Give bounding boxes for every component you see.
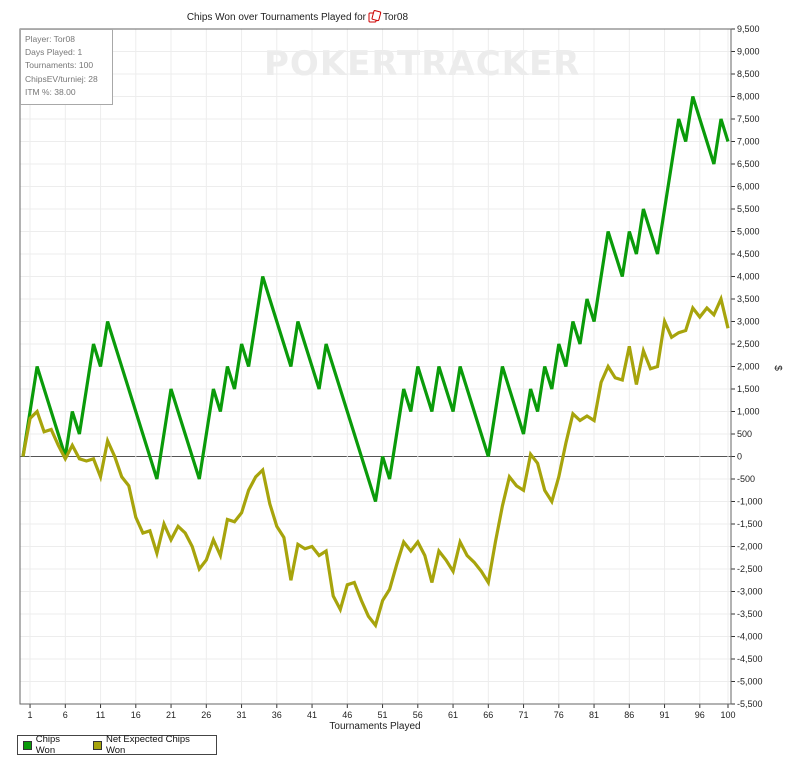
x-tick-label: 61	[448, 710, 458, 720]
y-tick-label: 9,000	[737, 47, 760, 57]
x-tick-label: 96	[695, 710, 705, 720]
x-tick-label: 71	[519, 710, 529, 720]
chart-series	[21, 96, 730, 629]
x-tick-label: 86	[624, 710, 634, 720]
x-tick-label: 36	[272, 710, 282, 720]
y-tick-label: 9,500	[737, 24, 760, 34]
y-tick-label: 1,000	[737, 407, 760, 417]
y-tick-label: 7,500	[737, 114, 760, 124]
y-tick-label: -2,000	[737, 542, 763, 552]
series-line-chips-won	[21, 96, 730, 502]
y-tick-label: -4,000	[737, 632, 763, 642]
x-tick-label: 81	[589, 710, 599, 720]
legend-swatch-chips-won	[23, 740, 32, 750]
legend-label-net-expected: Net Expected Chips Won	[105, 734, 190, 756]
info-chipsev: ChipsEV/turniej: 28	[25, 73, 98, 84]
info-tournaments: Tournaments: 100	[25, 60, 94, 71]
x-tick-label: 11	[96, 710, 105, 720]
y-tick-label: 4,500	[737, 249, 760, 259]
y-tick-label: 1,500	[737, 384, 760, 394]
y-tick-label: -3,000	[737, 587, 763, 597]
chart-title-player: Tor08	[383, 12, 408, 23]
legend-item-chips-won: Chips Won	[23, 734, 80, 756]
x-tick-label: 21	[166, 710, 176, 720]
y-tick-label: 8,000	[737, 92, 760, 102]
poker-cards-icon	[368, 10, 382, 23]
y-tick-label: -1,500	[737, 519, 763, 529]
chart-axes: 9,500 9,000 8,500 8,000 7,500 7,000 6,500 6,000…	[19, 24, 763, 720]
y-tick-label: 2,000	[737, 362, 760, 372]
y-tick-label: 3,000	[737, 317, 760, 327]
y-tick-label: 3,500	[737, 294, 760, 304]
y-tick-label: 8,500	[737, 69, 760, 79]
y-tick-label: -3,500	[737, 609, 763, 619]
y-tick-label: 5,500	[737, 204, 760, 214]
x-tick-label: 76	[554, 710, 564, 720]
y-tick-label: -500	[737, 474, 755, 484]
watermark: POKERTRACKER	[264, 44, 581, 84]
y-tick-label: 5,000	[737, 227, 760, 237]
chart-title: Chips Won over Tournaments Played for	[187, 12, 367, 23]
x-tick-label: 56	[413, 710, 423, 720]
x-axis-title: Tournaments Played	[329, 721, 420, 732]
x-tick-label: 41	[307, 710, 317, 720]
legend-swatch-net-expected	[93, 740, 102, 750]
legend-label-chips-won: Chips Won	[35, 734, 61, 756]
y-axis-title: $	[772, 365, 783, 371]
y-tick-label: -4,500	[737, 654, 763, 664]
x-tick-label: 51	[378, 710, 388, 720]
plot-frame	[19, 28, 732, 705]
x-tick-label: 16	[131, 710, 141, 720]
chart-legend: Chips Won Net Expected Chips Won	[17, 734, 217, 756]
x-tick-label: 46	[342, 710, 352, 720]
x-tick-label: 6	[63, 710, 68, 720]
y-tick-label: 6,500	[737, 159, 760, 169]
series-line-net-expected	[21, 294, 730, 629]
x-tick-label: 1	[28, 710, 33, 720]
y-tick-label: 7,000	[737, 137, 760, 147]
y-tick-label: -5,500	[737, 699, 763, 709]
y-tick-label: -1,000	[737, 497, 763, 507]
info-itm: ITM %: 38.00	[25, 86, 76, 97]
y-tick-label: 6,000	[737, 182, 760, 192]
player-info-box: Player: Tor08 Days Played: 1 Tournaments…	[20, 29, 113, 105]
y-tick-label: -2,500	[737, 564, 763, 574]
x-tick-label: 31	[237, 710, 247, 720]
y-tick-label: 0	[737, 452, 742, 462]
y-tick-label: 4,000	[737, 272, 760, 282]
x-tick-label: 91	[660, 710, 670, 720]
x-tick-label: 26	[201, 710, 211, 720]
x-tick-label: 100	[720, 710, 735, 720]
y-tick-label: 2,500	[737, 339, 760, 349]
info-days-played: Days Played: 1	[25, 47, 83, 58]
info-player: Player: Tor08	[25, 34, 75, 44]
x-tick-label: 66	[483, 710, 493, 720]
y-tick-label: -5,000	[737, 677, 763, 687]
y-tick-label: 500	[737, 429, 752, 439]
legend-item-net-expected: Net Expected Chips Won	[93, 734, 208, 756]
